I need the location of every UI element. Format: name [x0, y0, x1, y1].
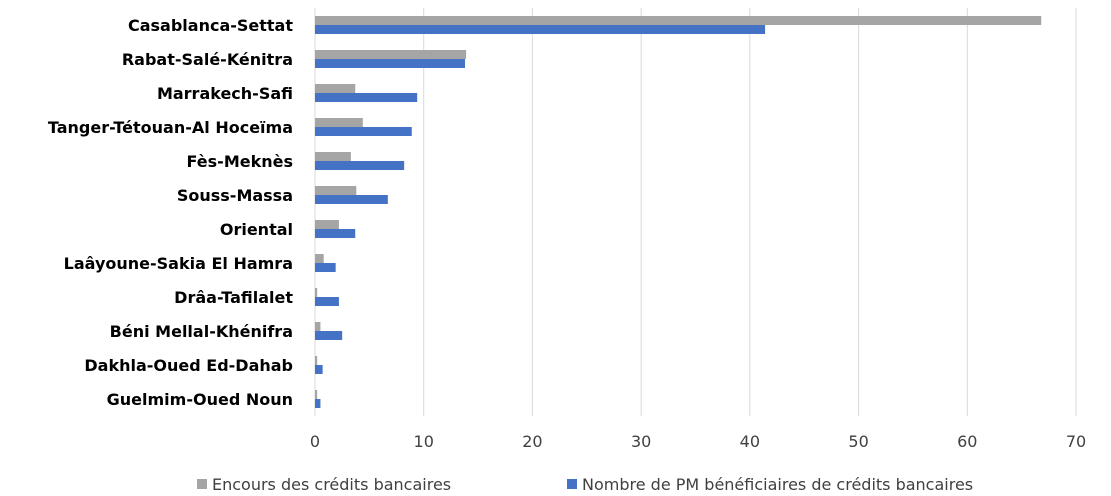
x-tick-label-60: 60 — [957, 432, 977, 451]
gridlines — [314, 8, 1077, 416]
bar-encours-dakhla-oued-ed-dahab — [315, 356, 318, 365]
category-label-tanger-tetouan-al-hoceima: Tanger-Tétouan-Al Hoceïma — [48, 118, 293, 137]
bar-encours-draa-tafilalet — [315, 288, 318, 297]
x-tick-label-30: 30 — [631, 432, 651, 451]
x-tick-label-10: 10 — [414, 432, 434, 451]
bar-nombre-pm-draa-tafilalet — [315, 297, 339, 306]
bar-nombre-pm-laayoune-sakia-el-hamra — [315, 263, 336, 272]
x-tick-label-20: 20 — [522, 432, 542, 451]
category-label-casablanca-settat: Casablanca-Settat — [128, 16, 293, 35]
bar-encours-tanger-tetouan-al-hoceima — [315, 118, 363, 127]
bar-encours-guelmim-oued-noun — [315, 390, 318, 399]
bar-encours-oriental — [315, 220, 339, 229]
bar-nombre-pm-marrakech-safi — [315, 93, 418, 102]
bar-nombre-pm-rabat-sale-kenitra — [315, 59, 466, 68]
x-axis-ticks: 0 10 20 30 40 50 60 70 — [310, 432, 1086, 451]
legend-label-nombre-pm: Nombre de PM bénéficiaires de crédits ba… — [582, 475, 973, 494]
x-tick-label-50: 50 — [848, 432, 868, 451]
bar-nombre-pm-oriental — [315, 229, 356, 238]
bar-nombre-pm-beni-mellal-khenifra — [315, 331, 343, 340]
bar-nombre-pm-guelmim-oued-noun — [315, 399, 321, 408]
bar-nombre-pm-fes-meknes — [315, 161, 405, 170]
bar-encours-souss-massa — [315, 186, 357, 195]
bar-nombre-pm-tanger-tetouan-al-hoceima — [315, 127, 412, 136]
bar-nombre-pm-souss-massa — [315, 195, 388, 204]
bar-encours-beni-mellal-khenifra — [315, 322, 321, 331]
category-label-dakhla-oued-ed-dahab: Dakhla-Oued Ed-Dahab — [84, 356, 293, 375]
legend-label-encours: Encours des crédits bancaires — [212, 475, 451, 494]
category-labels: Casablanca-Settat Rabat-Salé-Kénitra Marra… — [48, 16, 293, 409]
legend-swatch-encours — [197, 479, 207, 489]
legend: Encours des crédits bancaires Nombre de … — [197, 475, 973, 494]
legend-swatch-nombre-pm — [567, 479, 577, 489]
x-tick-label-40: 40 — [740, 432, 760, 451]
bar-encours-marrakech-safi — [315, 84, 356, 93]
category-label-draa-tafilalet: Drâa-Tafilalet — [174, 288, 293, 307]
bar-encours-laayoune-sakia-el-hamra — [315, 254, 324, 263]
category-label-guelmim-oued-noun: Guelmim-Oued Noun — [107, 390, 293, 409]
bar-nombre-pm-dakhla-oued-ed-dahab — [315, 365, 323, 374]
bar-encours-fes-meknes — [315, 152, 351, 161]
x-tick-label-70: 70 — [1066, 432, 1086, 451]
category-label-souss-massa: Souss-Massa — [177, 186, 293, 205]
category-label-beni-mellal-khenifra: Béni Mellal-Khénifra — [110, 322, 293, 341]
category-label-rabat-sale-kenitra: Rabat-Salé-Kénitra — [122, 50, 293, 69]
category-label-fes-meknes: Fès-Meknès — [187, 152, 293, 171]
bar-encours-rabat-sale-kenitra — [315, 50, 467, 59]
category-label-marrakech-safi: Marrakech-Safi — [157, 84, 293, 103]
category-label-oriental: Oriental — [220, 220, 293, 239]
x-tick-label-0: 0 — [310, 432, 320, 451]
bar-nombre-pm-casablanca-settat — [315, 25, 766, 34]
bars — [315, 16, 1042, 408]
category-label-laayoune-sakia-el-hamra: Laâyoune-Sakia El Hamra — [64, 254, 293, 273]
bar-encours-casablanca-settat — [315, 16, 1042, 25]
